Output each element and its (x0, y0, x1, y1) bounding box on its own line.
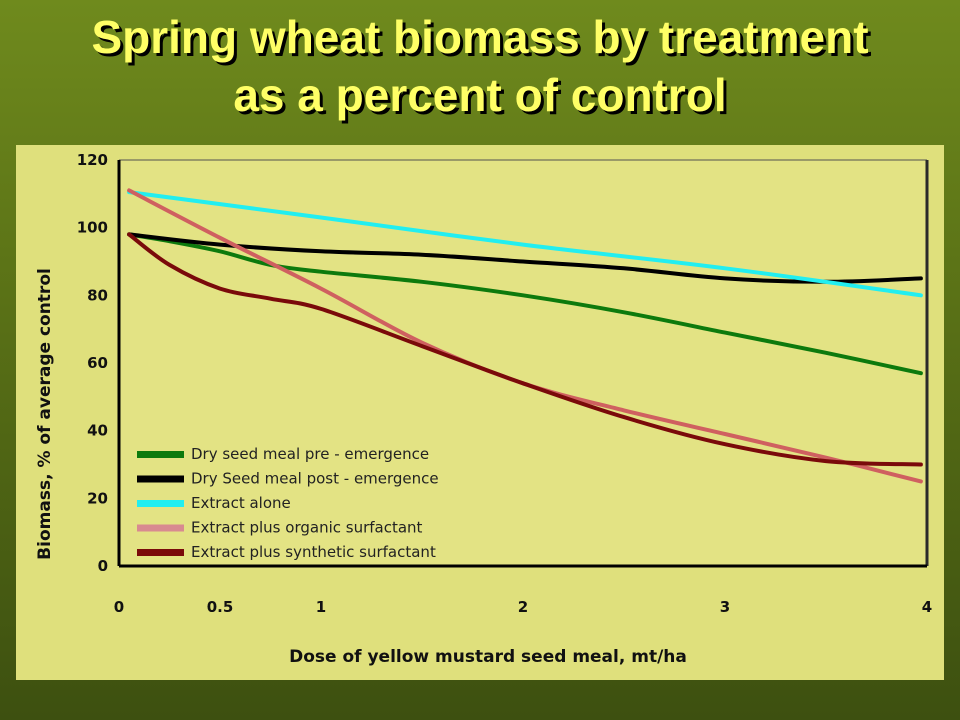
slide-title: Spring wheat biomass by treatment as a p… (0, 8, 960, 124)
x-axis-title: Dose of yellow mustard seed meal, mt/ha (289, 647, 687, 667)
series-line-extract-plus-synthetic-surfactant (127, 232, 923, 467)
line-chart: 0 20 40 60 80 100 120 0 0.5 1 2 3 4 Dry seed meal p… (35, 151, 932, 667)
y-tick-label: 80 (87, 286, 108, 304)
x-tick-label: 1 (316, 598, 326, 616)
x-tick-label: 0.5 (207, 598, 234, 616)
legend: Dry seed meal pre - emergence Dry Seed me… (137, 445, 439, 561)
series-line-dry-seed-meal-pre-emergence (127, 232, 923, 376)
legend-item: Extract plus organic surfactant (137, 519, 423, 537)
y-tick-label: 0 (98, 557, 108, 575)
title-line-1: Spring wheat biomass by treatment (91, 11, 869, 63)
y-tick-labels: 0 20 40 60 80 100 120 (77, 151, 108, 575)
y-tick-label: 120 (77, 151, 108, 169)
x-tick-label: 3 (720, 598, 730, 616)
legend-swatch (137, 500, 184, 507)
x-tick-labels: 0 0.5 1 2 3 4 (114, 598, 932, 616)
legend-swatch (137, 524, 184, 532)
legend-swatch (137, 475, 184, 483)
legend-label: Dry Seed meal post - emergence (191, 470, 439, 488)
x-tick-label: 2 (518, 598, 528, 616)
legend-item: Extract plus synthetic surfactant (137, 543, 436, 561)
plot-area (119, 160, 927, 566)
title-line-2: as a percent of control (233, 69, 727, 121)
legend-label: Extract plus organic surfactant (191, 519, 423, 537)
x-tick-label: 0 (114, 598, 124, 616)
y-axis-title: Biomass, % of average control (35, 268, 55, 560)
plot-frame (117, 159, 929, 568)
series-line-extract-alone (127, 190, 923, 298)
legend-item: Dry seed meal pre - emergence (137, 445, 429, 463)
chart-panel: 0 20 40 60 80 100 120 0 0.5 1 2 3 4 Dry seed meal p… (16, 145, 944, 680)
y-tick-label: 60 (87, 354, 108, 372)
legend-item: Extract alone (137, 494, 291, 512)
legend-item: Dry Seed meal post - emergence (137, 470, 439, 488)
x-tick-label: 4 (922, 598, 932, 616)
legend-label: Extract alone (191, 494, 291, 512)
y-tick-label: 20 (87, 489, 108, 507)
y-tick-label: 40 (87, 422, 108, 440)
legend-label: Dry seed meal pre - emergence (191, 445, 429, 463)
series-line-dry-seed-meal-post-emergence (127, 232, 923, 284)
legend-swatch (137, 451, 184, 458)
y-tick-label: 100 (77, 219, 108, 237)
legend-swatch (137, 549, 184, 556)
series-lines (127, 188, 923, 484)
legend-label: Extract plus synthetic surfactant (191, 543, 436, 561)
